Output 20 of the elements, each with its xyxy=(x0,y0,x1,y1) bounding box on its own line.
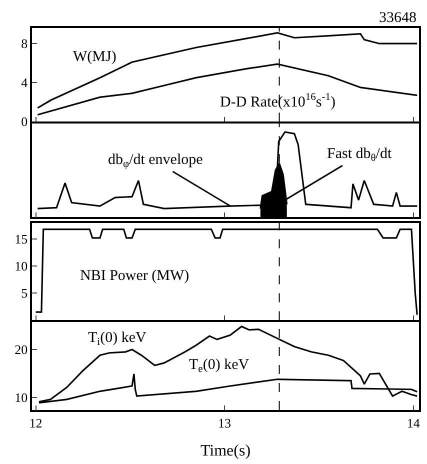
x-tick-label: 14 xyxy=(406,415,420,430)
y-tick-label: 15 xyxy=(14,232,28,247)
series-label: W(MJ) xyxy=(73,49,116,65)
series-label: D-D Rate(x10$^{16}$s$^{-1}$) xyxy=(220,92,336,110)
y-tick-label: 10 xyxy=(14,258,28,274)
y-tick-label: 8 xyxy=(21,36,28,52)
x-tick-label: 13 xyxy=(218,415,232,430)
y-tick-label: 5 xyxy=(21,286,28,301)
annotation: Fast db$_{θ}$/dt xyxy=(327,146,392,164)
x-tick-label: 12 xyxy=(29,415,42,430)
chart-title: 33648 xyxy=(379,10,416,26)
text: NBI Power (MW) xyxy=(80,268,190,284)
y-tick-label: 4 xyxy=(21,75,28,90)
series-label: T$_{e}$(0) keV xyxy=(189,357,250,376)
x-axis-title: Time(s) xyxy=(200,442,251,460)
y-tick-label: 10 xyxy=(14,390,28,406)
series-label: T$_{i}$(0) keV xyxy=(88,330,146,348)
y-tick-label: 20 xyxy=(14,342,28,358)
y-tick-label: 0 xyxy=(21,114,28,130)
annotation: db$_{φ}$/dt envelope xyxy=(108,152,204,170)
